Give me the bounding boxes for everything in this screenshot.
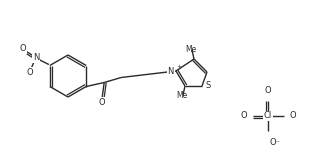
Text: Me: Me [185, 45, 197, 54]
Text: O: O [265, 86, 271, 95]
Text: O: O [99, 98, 105, 107]
Text: N: N [168, 67, 174, 76]
Text: O: O [19, 44, 26, 53]
Text: Me: Me [176, 91, 187, 100]
Text: Cl: Cl [264, 112, 272, 121]
Text: O: O [289, 112, 295, 121]
Text: O⁻: O⁻ [270, 138, 281, 147]
Text: O: O [27, 68, 33, 77]
Text: S: S [206, 82, 211, 91]
Text: O: O [240, 112, 247, 121]
Text: N: N [33, 53, 39, 62]
Text: +: + [176, 64, 182, 69]
